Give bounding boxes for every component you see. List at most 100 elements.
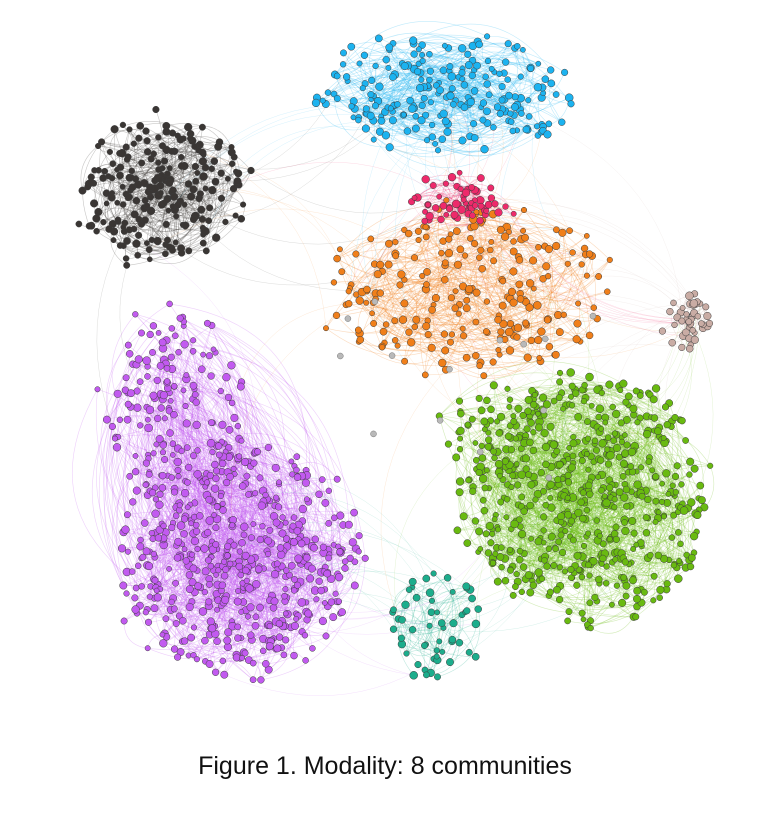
node-green — [578, 457, 586, 465]
node-purple — [133, 403, 142, 412]
node-purple — [350, 508, 358, 517]
node-purple — [321, 498, 330, 507]
node-purple — [318, 476, 326, 483]
node-purple — [236, 548, 243, 555]
edge — [521, 389, 591, 535]
edge — [159, 510, 324, 548]
node-purple — [335, 598, 343, 605]
edge — [141, 340, 194, 545]
node-purple — [185, 463, 193, 472]
node-purple — [270, 597, 279, 606]
edge — [552, 397, 564, 462]
node-purple — [288, 458, 295, 465]
edge — [588, 516, 647, 566]
edge — [558, 541, 566, 587]
node-green — [498, 563, 505, 571]
node-purple — [264, 550, 272, 558]
node-green — [629, 404, 638, 413]
node-purple — [275, 633, 284, 641]
edge — [163, 544, 336, 612]
node-purple — [249, 659, 257, 667]
node-green — [580, 616, 587, 623]
node-purple — [134, 562, 142, 570]
edge — [636, 558, 690, 591]
node-purple — [238, 539, 246, 547]
node-purple — [291, 576, 298, 583]
edge — [642, 491, 684, 561]
edge — [495, 427, 598, 516]
node-purple — [293, 473, 302, 482]
edge — [488, 419, 530, 489]
edge — [231, 365, 267, 576]
edge — [205, 463, 276, 485]
edge — [180, 344, 212, 444]
node-purple — [344, 520, 353, 529]
edge — [106, 303, 170, 420]
edge — [517, 514, 665, 582]
node-purple — [273, 560, 281, 568]
node-green — [588, 402, 595, 409]
edge — [159, 456, 276, 505]
node-green — [453, 526, 462, 535]
node-green — [507, 566, 514, 574]
node-green — [595, 404, 605, 413]
node-purple — [131, 594, 139, 602]
edge — [216, 518, 341, 561]
node-purple — [94, 386, 101, 393]
edge — [232, 507, 341, 552]
edge — [162, 399, 212, 583]
node-green — [518, 588, 525, 596]
edge — [268, 567, 300, 670]
node-green — [484, 549, 493, 557]
node-purple — [145, 470, 153, 478]
node-purple — [168, 524, 176, 532]
node-purple — [134, 355, 143, 364]
edge — [157, 380, 243, 634]
node-purple — [256, 474, 264, 482]
node-green — [621, 432, 628, 438]
edge — [204, 515, 341, 556]
edge — [567, 497, 647, 523]
node-purple — [161, 415, 168, 422]
edge — [614, 433, 700, 510]
edge — [524, 508, 627, 586]
edge — [184, 493, 245, 558]
node-purple — [189, 564, 198, 573]
node-purple — [224, 393, 233, 402]
edge — [299, 581, 324, 622]
node-green — [687, 498, 696, 507]
edge — [159, 443, 179, 530]
edge — [560, 493, 674, 587]
edge — [211, 325, 248, 511]
node-green — [489, 530, 496, 537]
node-purple — [217, 492, 224, 500]
edge — [615, 490, 647, 528]
edge — [486, 470, 605, 554]
node-purple — [317, 586, 325, 595]
node-green — [652, 518, 659, 525]
node-purple — [222, 566, 230, 573]
edge — [619, 492, 668, 584]
edge — [543, 404, 604, 559]
edge — [589, 441, 624, 495]
edge — [608, 494, 638, 540]
edge — [584, 521, 656, 625]
node-purple — [144, 645, 151, 652]
edge — [535, 411, 579, 581]
node-purple — [238, 437, 245, 444]
node-green — [598, 439, 607, 448]
node-purple — [136, 378, 144, 386]
node-purple — [206, 438, 216, 448]
node-purple — [309, 645, 316, 652]
node-purple — [193, 656, 200, 663]
node-purple — [277, 550, 286, 559]
node-green — [627, 463, 635, 470]
node-purple — [190, 452, 197, 460]
node-purple — [126, 472, 134, 480]
node-green — [630, 546, 637, 552]
edge — [147, 427, 175, 489]
node-purple — [122, 374, 130, 382]
node-green — [595, 575, 603, 584]
edge — [137, 400, 212, 629]
edge — [222, 589, 326, 663]
